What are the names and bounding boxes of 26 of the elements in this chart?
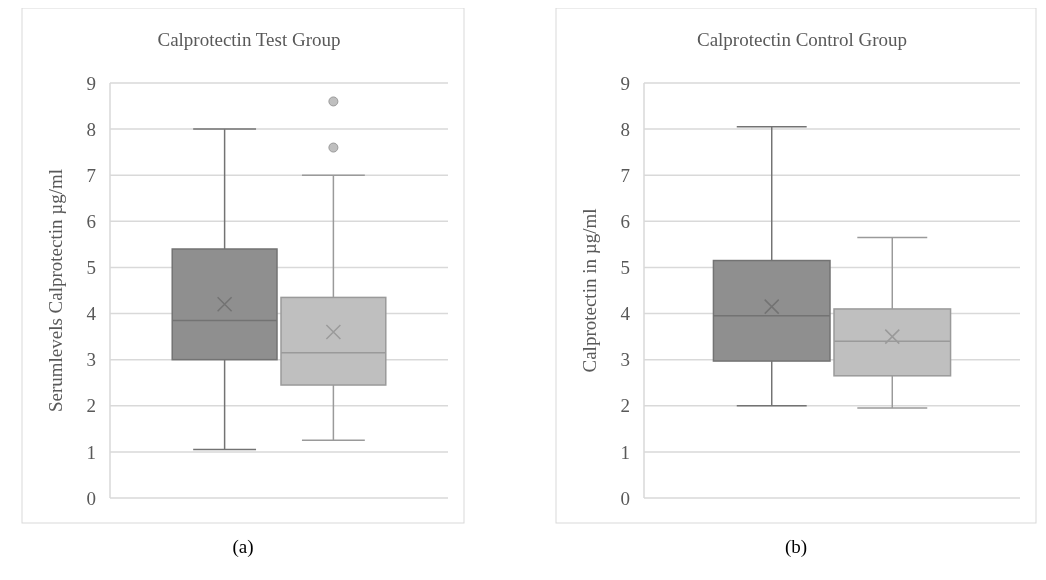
y-tick-label: 2	[86, 395, 96, 417]
y-tick-label: 3	[620, 349, 630, 371]
text: (b)	[784, 536, 808, 558]
y-tick-label: 1	[86, 441, 96, 463]
y-tick-label: 3	[86, 349, 96, 371]
chart-title: Calprotectin Control Group	[696, 29, 908, 50]
y-tick-label: 4	[86, 303, 97, 325]
y-tick-label: 0	[620, 487, 630, 509]
y-tick-label: 7	[86, 164, 96, 186]
text: (a)	[232, 536, 254, 558]
y-tick-label: 9	[86, 72, 96, 94]
y-tick-label: 2	[620, 395, 630, 417]
chart-title: Calprotectin Test Group	[157, 29, 341, 50]
y-tick-label: 5	[86, 257, 96, 279]
y-axis-title: Serumlevels Calprotectin µg/ml	[45, 168, 66, 413]
y-tick-label: 6	[86, 210, 96, 232]
y-tick-label: 5	[620, 257, 630, 279]
y-tick-label: 0	[86, 487, 96, 509]
y-tick-label: 7	[620, 164, 630, 186]
y-tick-label: 8	[86, 118, 96, 140]
y-tick-label: 8	[620, 118, 630, 140]
y-tick-label: 9	[620, 72, 630, 94]
y-tick-label: 1	[620, 441, 630, 463]
y-axis-title: Calprotectin in µg/ml	[579, 208, 600, 373]
y-tick-label: 4	[620, 303, 631, 325]
y-tick-label: 6	[620, 210, 630, 232]
